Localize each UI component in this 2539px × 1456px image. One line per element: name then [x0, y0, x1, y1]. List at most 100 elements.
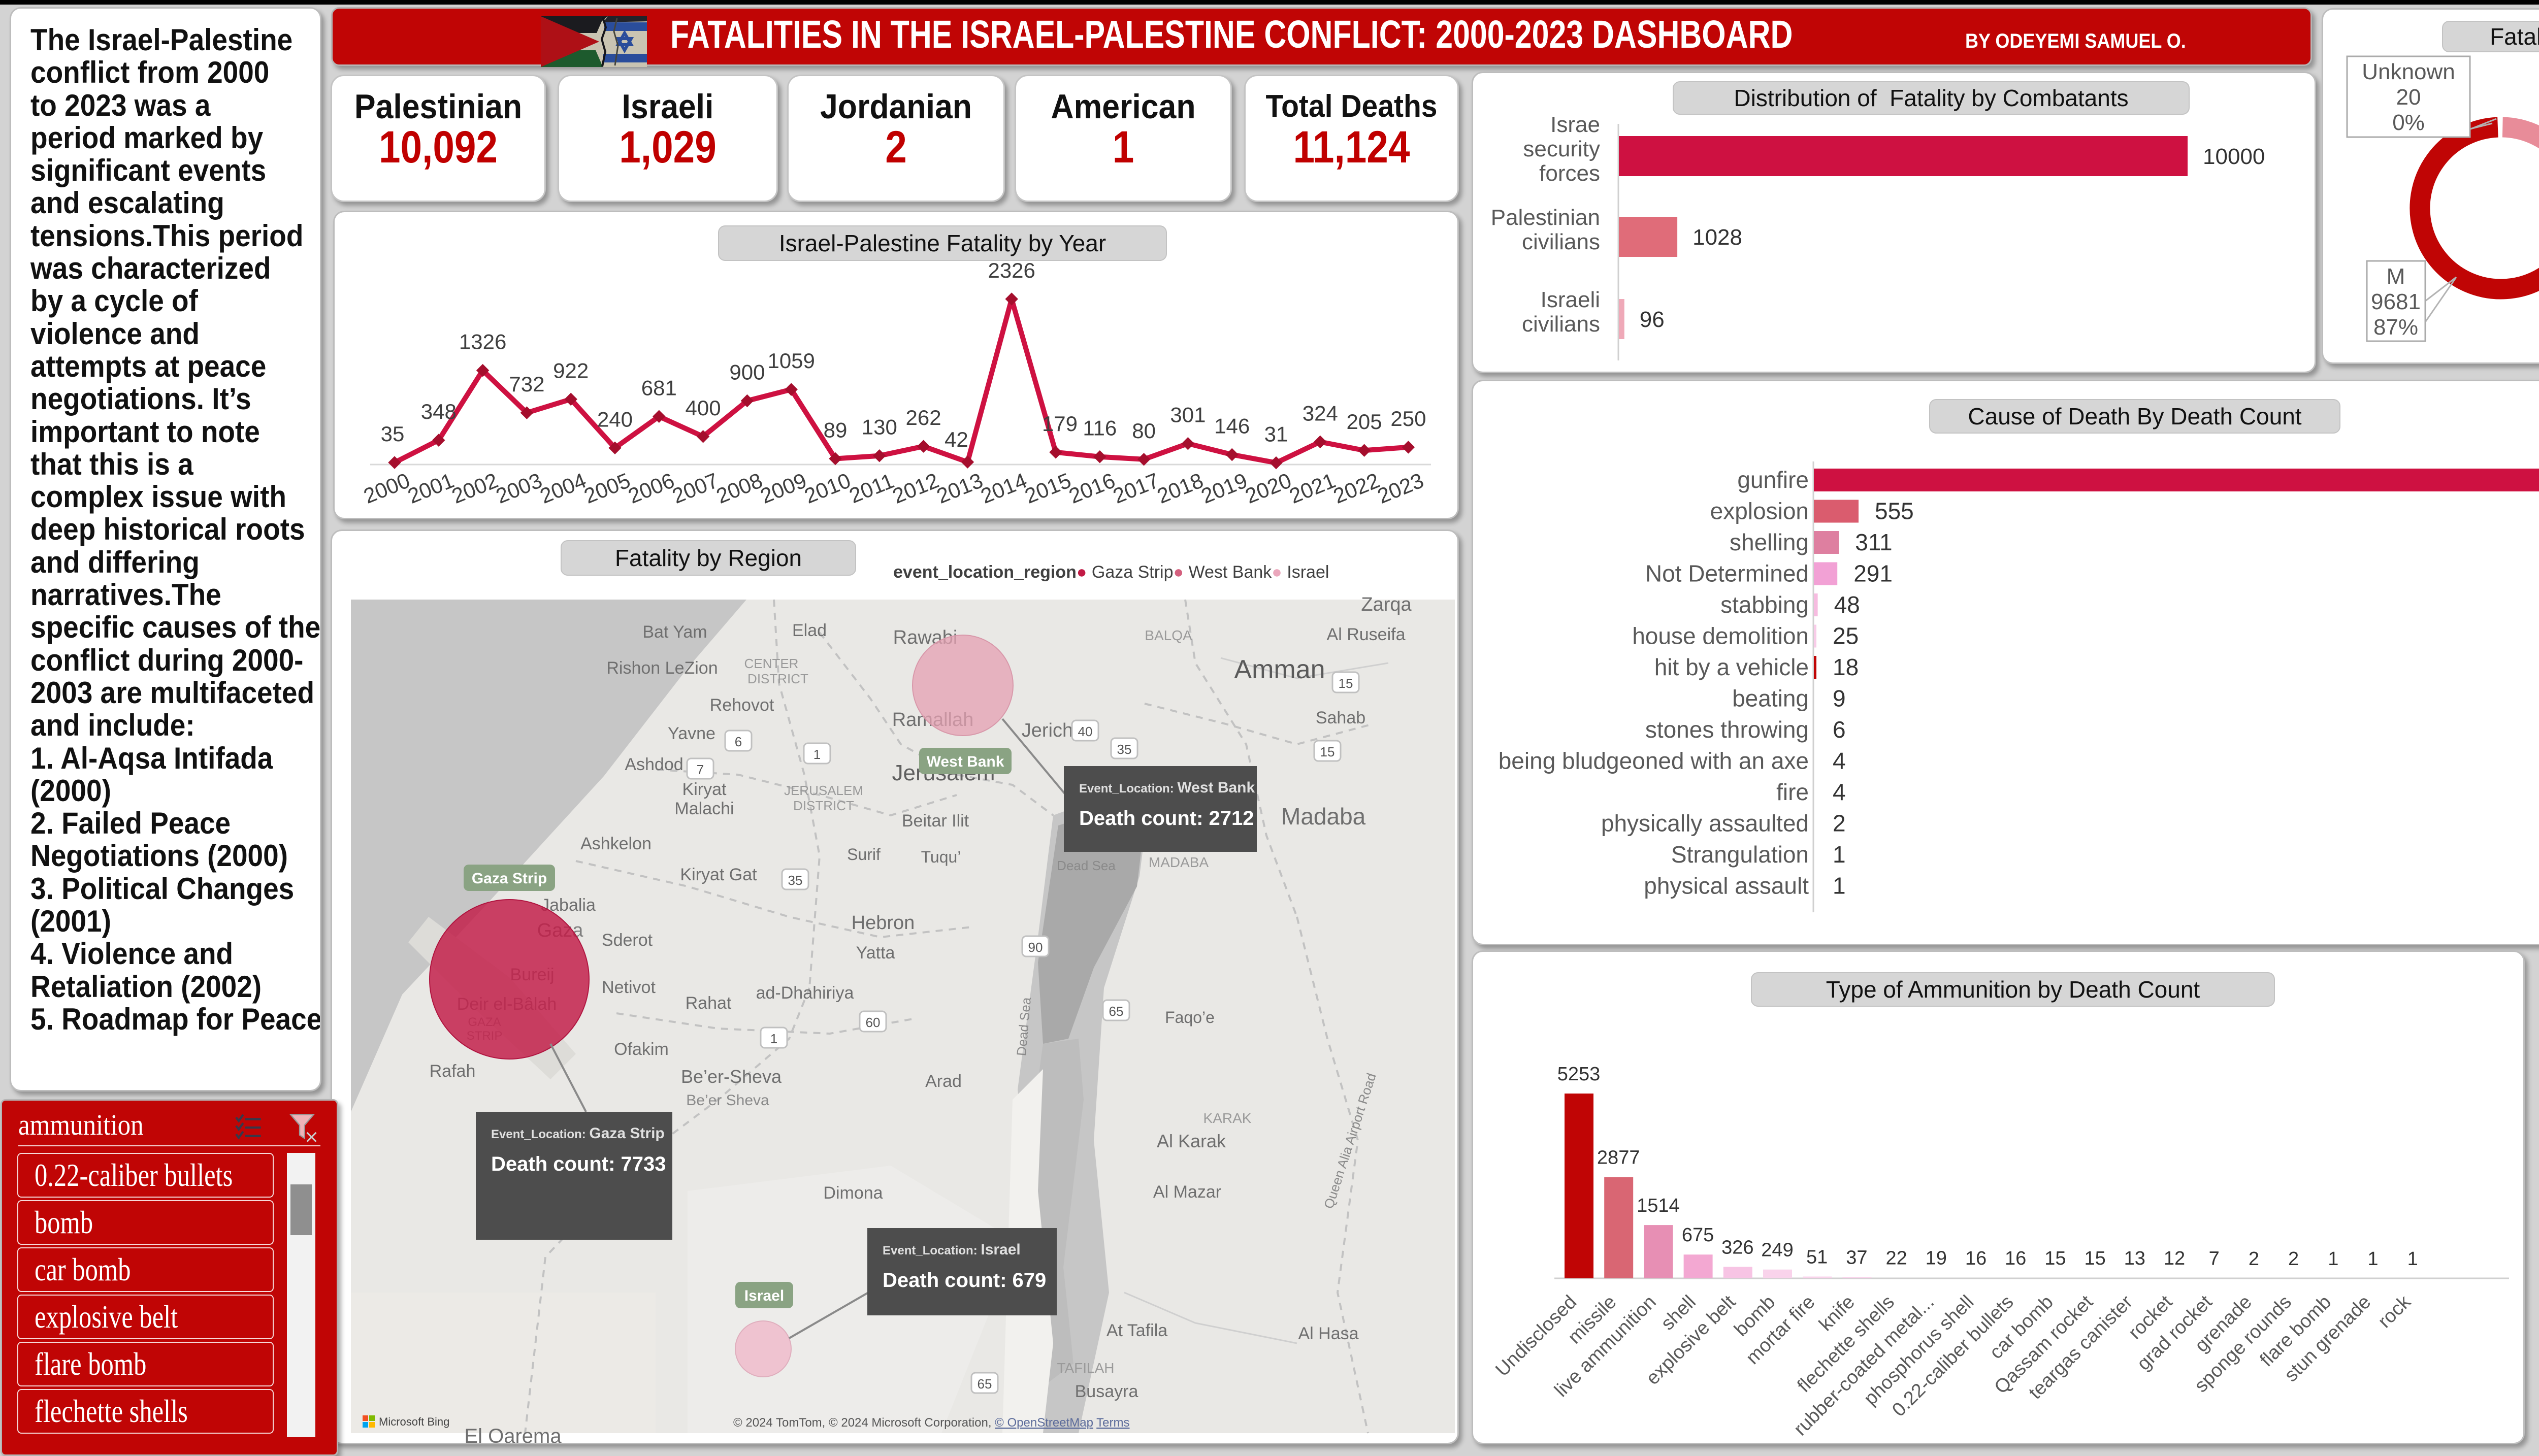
svg-text:Death count: 7733: Death count: 7733: [491, 1153, 666, 1175]
svg-text:Hebron: Hebron: [852, 912, 915, 934]
svg-text:15: 15: [1320, 744, 1335, 759]
svg-text:311: 311: [1855, 529, 1892, 555]
svg-text:Event_Location: West Bank: Event_Location: West Bank: [1079, 779, 1255, 796]
svg-text:Be’er-Sheva: Be’er-Sheva: [681, 1066, 782, 1087]
svg-text:2: 2: [1833, 810, 1846, 837]
svg-text:922: 922: [553, 358, 589, 382]
svg-text:291: 291: [1853, 560, 1893, 587]
svg-text:2010: 2010: [801, 468, 854, 508]
svg-text:13: 13: [2124, 1248, 2145, 1269]
svg-text:1326: 1326: [459, 330, 506, 354]
svg-text:Rahat: Rahat: [686, 994, 732, 1013]
svg-text:7: 7: [2209, 1248, 2220, 1270]
svg-text:Israeli: Israeli: [1541, 287, 1600, 312]
svg-text:1: 1: [2367, 1248, 2378, 1270]
svg-text:Kiryat Gat: Kiryat Gat: [680, 865, 757, 884]
svg-text:© 2024 TomTom, © 2024 Microsof: © 2024 TomTom, © 2024 Microsoft Corporat…: [733, 1416, 1130, 1430]
svg-text:Israe: Israe: [1550, 112, 1600, 137]
svg-text:6: 6: [1833, 716, 1846, 743]
svg-text:675: 675: [1682, 1225, 1714, 1246]
svg-text:Bat Yam: Bat Yam: [642, 622, 707, 642]
svg-text:Be’er Sheva: Be’er Sheva: [686, 1092, 769, 1109]
svg-text:JERUSALEM: JERUSALEM: [784, 783, 863, 798]
svg-text:civilians: civilians: [1522, 312, 1600, 337]
svg-text:1: 1: [1833, 841, 1846, 868]
svg-text:324: 324: [1303, 401, 1338, 425]
svg-text:1: 1: [1833, 873, 1846, 899]
svg-text:Dead Sea: Dead Sea: [1057, 858, 1116, 873]
svg-text:249: 249: [1761, 1240, 1793, 1261]
svg-text:Strangulation: Strangulation: [1671, 841, 1809, 868]
svg-text:Malachi: Malachi: [674, 799, 734, 818]
svg-text:16: 16: [1965, 1248, 1987, 1269]
svg-text:Unknown: Unknown: [2362, 59, 2455, 84]
svg-text:physically assaulted: physically assaulted: [1601, 810, 1809, 837]
svg-text:87%: 87%: [2373, 315, 2418, 340]
svg-text:Netivot: Netivot: [602, 978, 656, 997]
svg-text:Tuqu’: Tuqu’: [921, 848, 961, 866]
svg-text:Sderot: Sderot: [602, 931, 653, 950]
svg-text:1: 1: [813, 747, 821, 762]
svg-text:9681: 9681: [2371, 289, 2421, 314]
svg-text:fire: fire: [1776, 779, 1809, 805]
svg-text:205: 205: [1347, 410, 1382, 434]
svg-text:0%: 0%: [2392, 110, 2425, 135]
svg-text:250: 250: [1390, 407, 1426, 431]
svg-text:house demolition: house demolition: [1632, 623, 1809, 649]
svg-text:179: 179: [1042, 412, 1078, 436]
svg-text:Al Hasa: Al Hasa: [1298, 1324, 1358, 1343]
svg-text:stabbing: stabbing: [1720, 591, 1809, 618]
svg-text:20: 20: [2396, 85, 2421, 110]
svg-text:Microsoft Bing: Microsoft Bing: [379, 1415, 449, 1428]
svg-text:Rehovot: Rehovot: [710, 696, 774, 715]
svg-text:Elad: Elad: [792, 621, 827, 640]
svg-text:2: 2: [2249, 1248, 2259, 1270]
svg-text:15: 15: [2044, 1248, 2066, 1269]
svg-text:12: 12: [2164, 1248, 2185, 1269]
svg-text:At Tafila: At Tafila: [1106, 1321, 1167, 1340]
svg-text:6: 6: [735, 734, 742, 749]
svg-text:1: 1: [2328, 1248, 2338, 1270]
svg-text:DISTRICT: DISTRICT: [747, 671, 808, 686]
svg-text:80: 80: [1132, 419, 1156, 443]
svg-text:ad-Dhahiriya: ad-Dhahiriya: [756, 983, 854, 1003]
svg-text:9: 9: [1833, 685, 1846, 712]
svg-text:Event_Location: Gaza Strip: Event_Location: Gaza Strip: [491, 1125, 665, 1142]
svg-text:16: 16: [2005, 1248, 2026, 1269]
svg-text:Madaba: Madaba: [1281, 803, 1366, 830]
svg-text:40: 40: [1078, 724, 1093, 739]
svg-text:beating: beating: [1732, 685, 1809, 712]
svg-text:rock: rock: [2374, 1291, 2415, 1332]
svg-text:18: 18: [1833, 654, 1859, 680]
svg-text:42: 42: [945, 427, 968, 451]
svg-text:348: 348: [421, 400, 457, 423]
svg-text:physical assault: physical assault: [1644, 873, 1809, 899]
svg-text:22: 22: [1885, 1248, 1907, 1269]
svg-text:Beitar Ilit: Beitar Ilit: [902, 811, 969, 831]
svg-text:2326: 2326: [988, 258, 1035, 282]
svg-text:Faqo’e: Faqo’e: [1165, 1008, 1215, 1027]
svg-text:555: 555: [1875, 498, 1914, 524]
svg-text:35: 35: [1117, 742, 1132, 757]
svg-text:326: 326: [1721, 1237, 1753, 1258]
svg-text:MADABA: MADABA: [1149, 854, 1209, 870]
svg-text:65: 65: [978, 1376, 992, 1392]
svg-text:Not Determined: Not Determined: [1645, 560, 1809, 587]
svg-text:7: 7: [697, 762, 704, 777]
svg-text:stones throwing: stones throwing: [1645, 716, 1809, 743]
svg-text:gunfire: gunfire: [1737, 467, 1809, 493]
svg-text:130: 130: [862, 415, 897, 439]
svg-text:Ashdod: Ashdod: [625, 755, 683, 774]
svg-text:15: 15: [2084, 1248, 2105, 1269]
svg-text:732: 732: [509, 372, 544, 396]
svg-text:Ofakim: Ofakim: [614, 1040, 669, 1059]
svg-text:Rishon LeZion: Rishon LeZion: [606, 658, 718, 678]
svg-text:35: 35: [788, 873, 803, 888]
svg-text:Ashkelon: Ashkelon: [580, 834, 652, 853]
svg-text:262: 262: [906, 406, 941, 429]
svg-text:2877: 2877: [1597, 1147, 1640, 1169]
svg-text:Death count: 679: Death count: 679: [883, 1269, 1046, 1292]
svg-text:BALQA: BALQA: [1145, 627, 1192, 643]
svg-text:Israel: Israel: [744, 1287, 784, 1304]
svg-text:Surif: Surif: [847, 845, 881, 864]
